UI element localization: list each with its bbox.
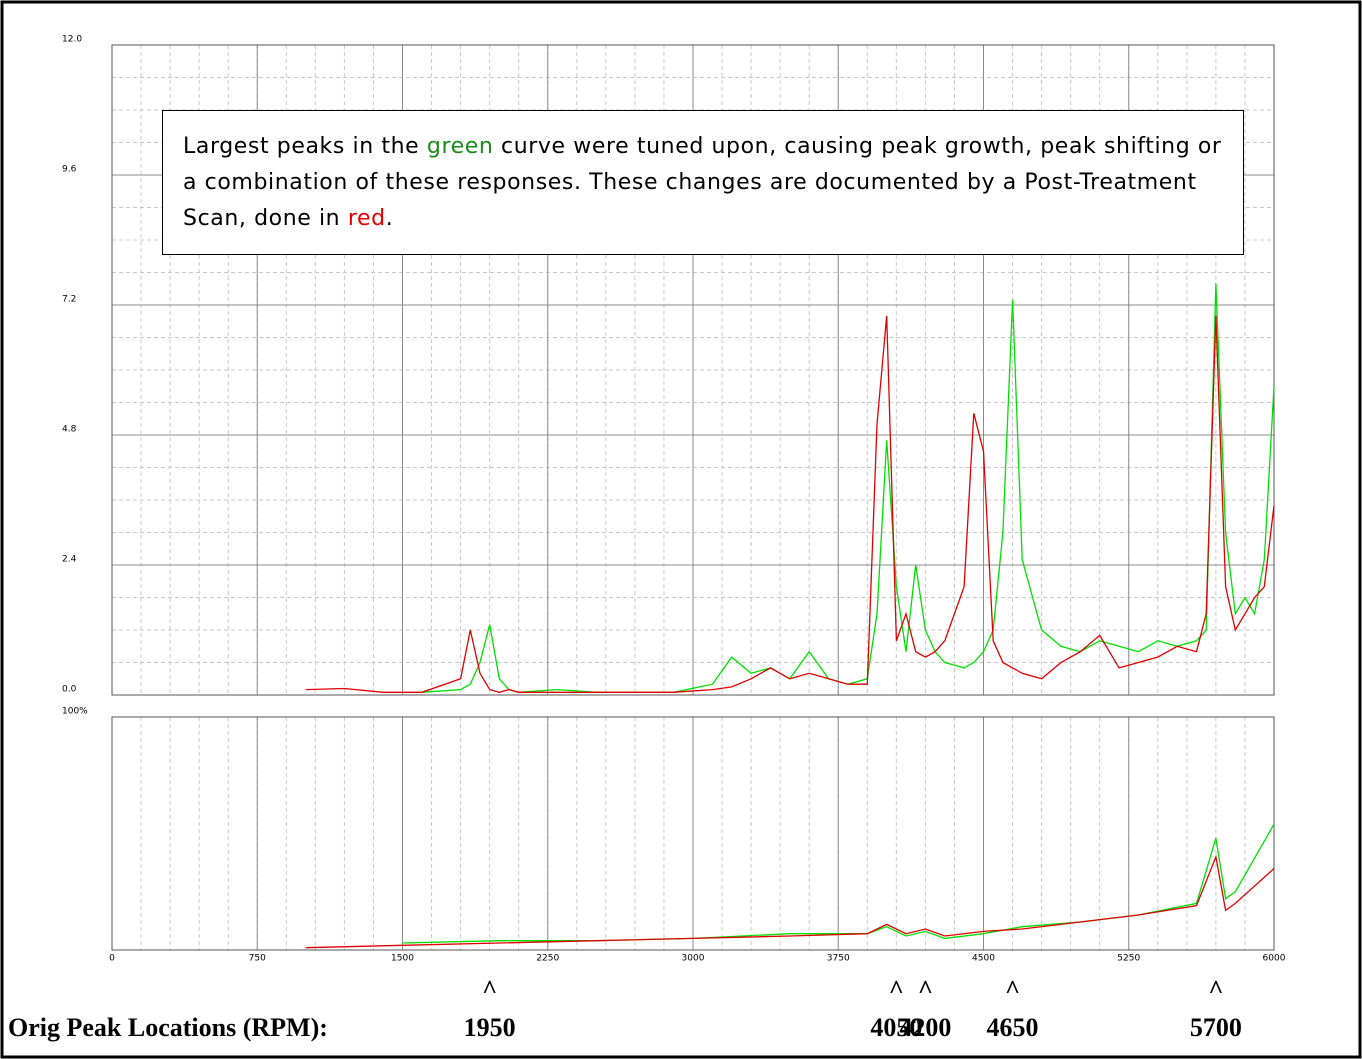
peak-caret: ^	[918, 975, 933, 1004]
x-tick-label: 1500	[391, 954, 414, 964]
x-tick-label: 0	[109, 954, 115, 964]
plot-frame	[111, 44, 1275, 696]
x-tick-label: 6000	[1263, 954, 1286, 964]
x-tick-label: 5250	[1117, 954, 1140, 964]
annotation-green-word: green	[426, 134, 494, 159]
x-tick-label: 3750	[827, 954, 850, 964]
x-tick-label: 750	[249, 954, 266, 964]
peak-value: 4650	[987, 1013, 1039, 1042]
peak-value: 4200	[899, 1013, 951, 1042]
y-tick-label: 2.4	[62, 555, 77, 565]
data-line	[305, 854, 1275, 949]
peak-value: 1950	[464, 1013, 516, 1042]
y-tick-label: 4.8	[62, 425, 77, 435]
peak-caret: ^	[482, 975, 497, 1004]
x-tick-label: 4500	[972, 954, 995, 964]
y-tick-label: 100%	[62, 707, 88, 717]
annotation-text: Largest peaks in the	[183, 134, 427, 159]
peak-value: 5700	[1190, 1013, 1242, 1042]
peak-value: 4050	[870, 1013, 922, 1042]
peak-caret: ^	[1208, 975, 1223, 1004]
peak-caret: ^	[889, 975, 904, 1004]
data-line	[421, 283, 1275, 693]
peak-caret: ^	[1005, 975, 1020, 1004]
y-tick-label: 9.6	[62, 165, 77, 175]
x-tick-label: 2250	[536, 954, 559, 964]
data-line	[305, 315, 1275, 693]
peak-label: Orig Peak Locations (RPM):	[8, 1013, 328, 1042]
annotation-text: curve were tuned upon, causing peak grow…	[183, 134, 1222, 231]
y-tick-label: 12.0	[62, 35, 82, 45]
annotation-red-word: red	[347, 206, 386, 231]
x-tick-label: 3000	[682, 954, 705, 964]
annotation: Largest peaks in the green curve were tu…	[162, 110, 1244, 255]
annotation-text: .	[385, 206, 394, 231]
plot-frame	[111, 716, 1275, 951]
y-tick-label: 7.2	[62, 295, 76, 305]
y-tick-label: 0.0	[62, 685, 77, 695]
